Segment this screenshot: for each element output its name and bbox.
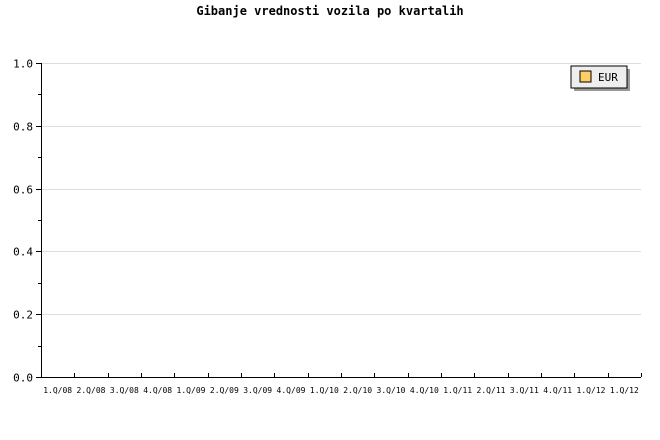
x-tick-label: 1.Q/09 xyxy=(177,386,206,395)
x-tick-label: 1.Q/08 xyxy=(43,386,72,395)
x-tick-label: 3.Q/10 xyxy=(377,386,406,395)
y-tick-label: 1.0 xyxy=(13,58,33,71)
y-tick-label: 0.6 xyxy=(13,184,33,197)
x-tick-label: 1.Q/11 xyxy=(443,386,472,395)
legend: EUR xyxy=(570,65,630,91)
x-tick-label: 2.Q/11 xyxy=(477,386,506,395)
x-tick-label: 2.Q/09 xyxy=(210,386,239,395)
x-tick-label: 4.Q/11 xyxy=(543,386,572,395)
y-tick-label: 0.2 xyxy=(13,309,33,322)
y-tick-label: 0.0 xyxy=(13,372,33,385)
legend-label-eur: EUR xyxy=(598,71,618,84)
chart-title: Gibanje vrednosti vozila po kvartalih xyxy=(196,4,463,18)
y-tick-label: 0.4 xyxy=(13,246,33,259)
x-tick-label: 2.Q/08 xyxy=(77,386,106,395)
x-tick-label: 4.Q/10 xyxy=(410,386,439,395)
x-tick-label: 1.Q/10 xyxy=(310,386,339,395)
x-tick-label: 1.Q/12 xyxy=(610,386,639,395)
x-tick-label: 2.Q/10 xyxy=(343,386,372,395)
x-tick-label: 3.Q/08 xyxy=(110,386,139,395)
x-tick-label: 3.Q/11 xyxy=(510,386,539,395)
x-tick-label: 4.Q/09 xyxy=(277,386,306,395)
y-tick-label: 0.8 xyxy=(13,121,33,134)
x-tick-label: 3.Q/09 xyxy=(243,386,272,395)
x-tick-label: 4.Q/08 xyxy=(143,386,172,395)
x-tick-label: 1.Q/12 xyxy=(577,386,606,395)
legend-swatch-eur xyxy=(579,70,592,83)
